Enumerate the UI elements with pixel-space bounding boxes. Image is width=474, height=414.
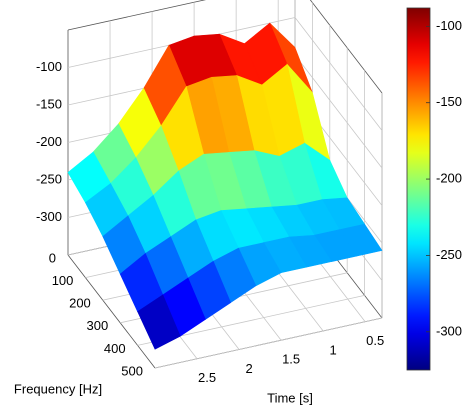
colorbar-tick-label: -100 (436, 18, 462, 33)
y-axis-label: Frequency [Hz] (14, 381, 102, 396)
colorbar-tick-label: -200 (436, 171, 462, 186)
y-tick-label: 0 (49, 250, 56, 265)
colorbar-tick-label: -250 (436, 247, 462, 262)
y-tick-label: 400 (104, 341, 126, 356)
axis-box (67, 0, 207, 31)
grid-line (294, 17, 383, 131)
y-tick-label: 100 (52, 273, 74, 288)
x-tick-label: 2 (245, 361, 252, 376)
z-tick-label: -100 (36, 59, 62, 74)
axis-box (309, 0, 383, 94)
colorbar-tick-label: -300 (436, 323, 462, 338)
axis-box (67, 254, 156, 369)
x-tick-label: 1.5 (282, 352, 300, 367)
x-tick-label: 0.5 (366, 333, 384, 348)
surface (67, 22, 383, 350)
y-tick-label: 500 (121, 363, 143, 378)
surface-patch (137, 294, 181, 350)
labels: -100 -150 -200 -250 -300 0 100 200 300 400 500 0.5 1… (36, 59, 384, 385)
z-tick-label: -200 (36, 134, 62, 149)
colorbar (406, 7, 431, 371)
x-axis-label: Time [s] (267, 390, 313, 405)
z-tick-label: -300 (36, 209, 62, 224)
x-tick-label: 2.5 (198, 370, 216, 385)
grid-line (154, 317, 383, 369)
y-tick-label: 300 (86, 318, 108, 333)
y-tick-label: 200 (69, 296, 91, 311)
x-tick-label: 1 (330, 342, 337, 357)
grid-line (294, 54, 383, 169)
colorbar-tick-label: -150 (436, 94, 462, 109)
z-tick-label: -250 (36, 171, 62, 186)
z-tick-label: -150 (36, 96, 62, 111)
